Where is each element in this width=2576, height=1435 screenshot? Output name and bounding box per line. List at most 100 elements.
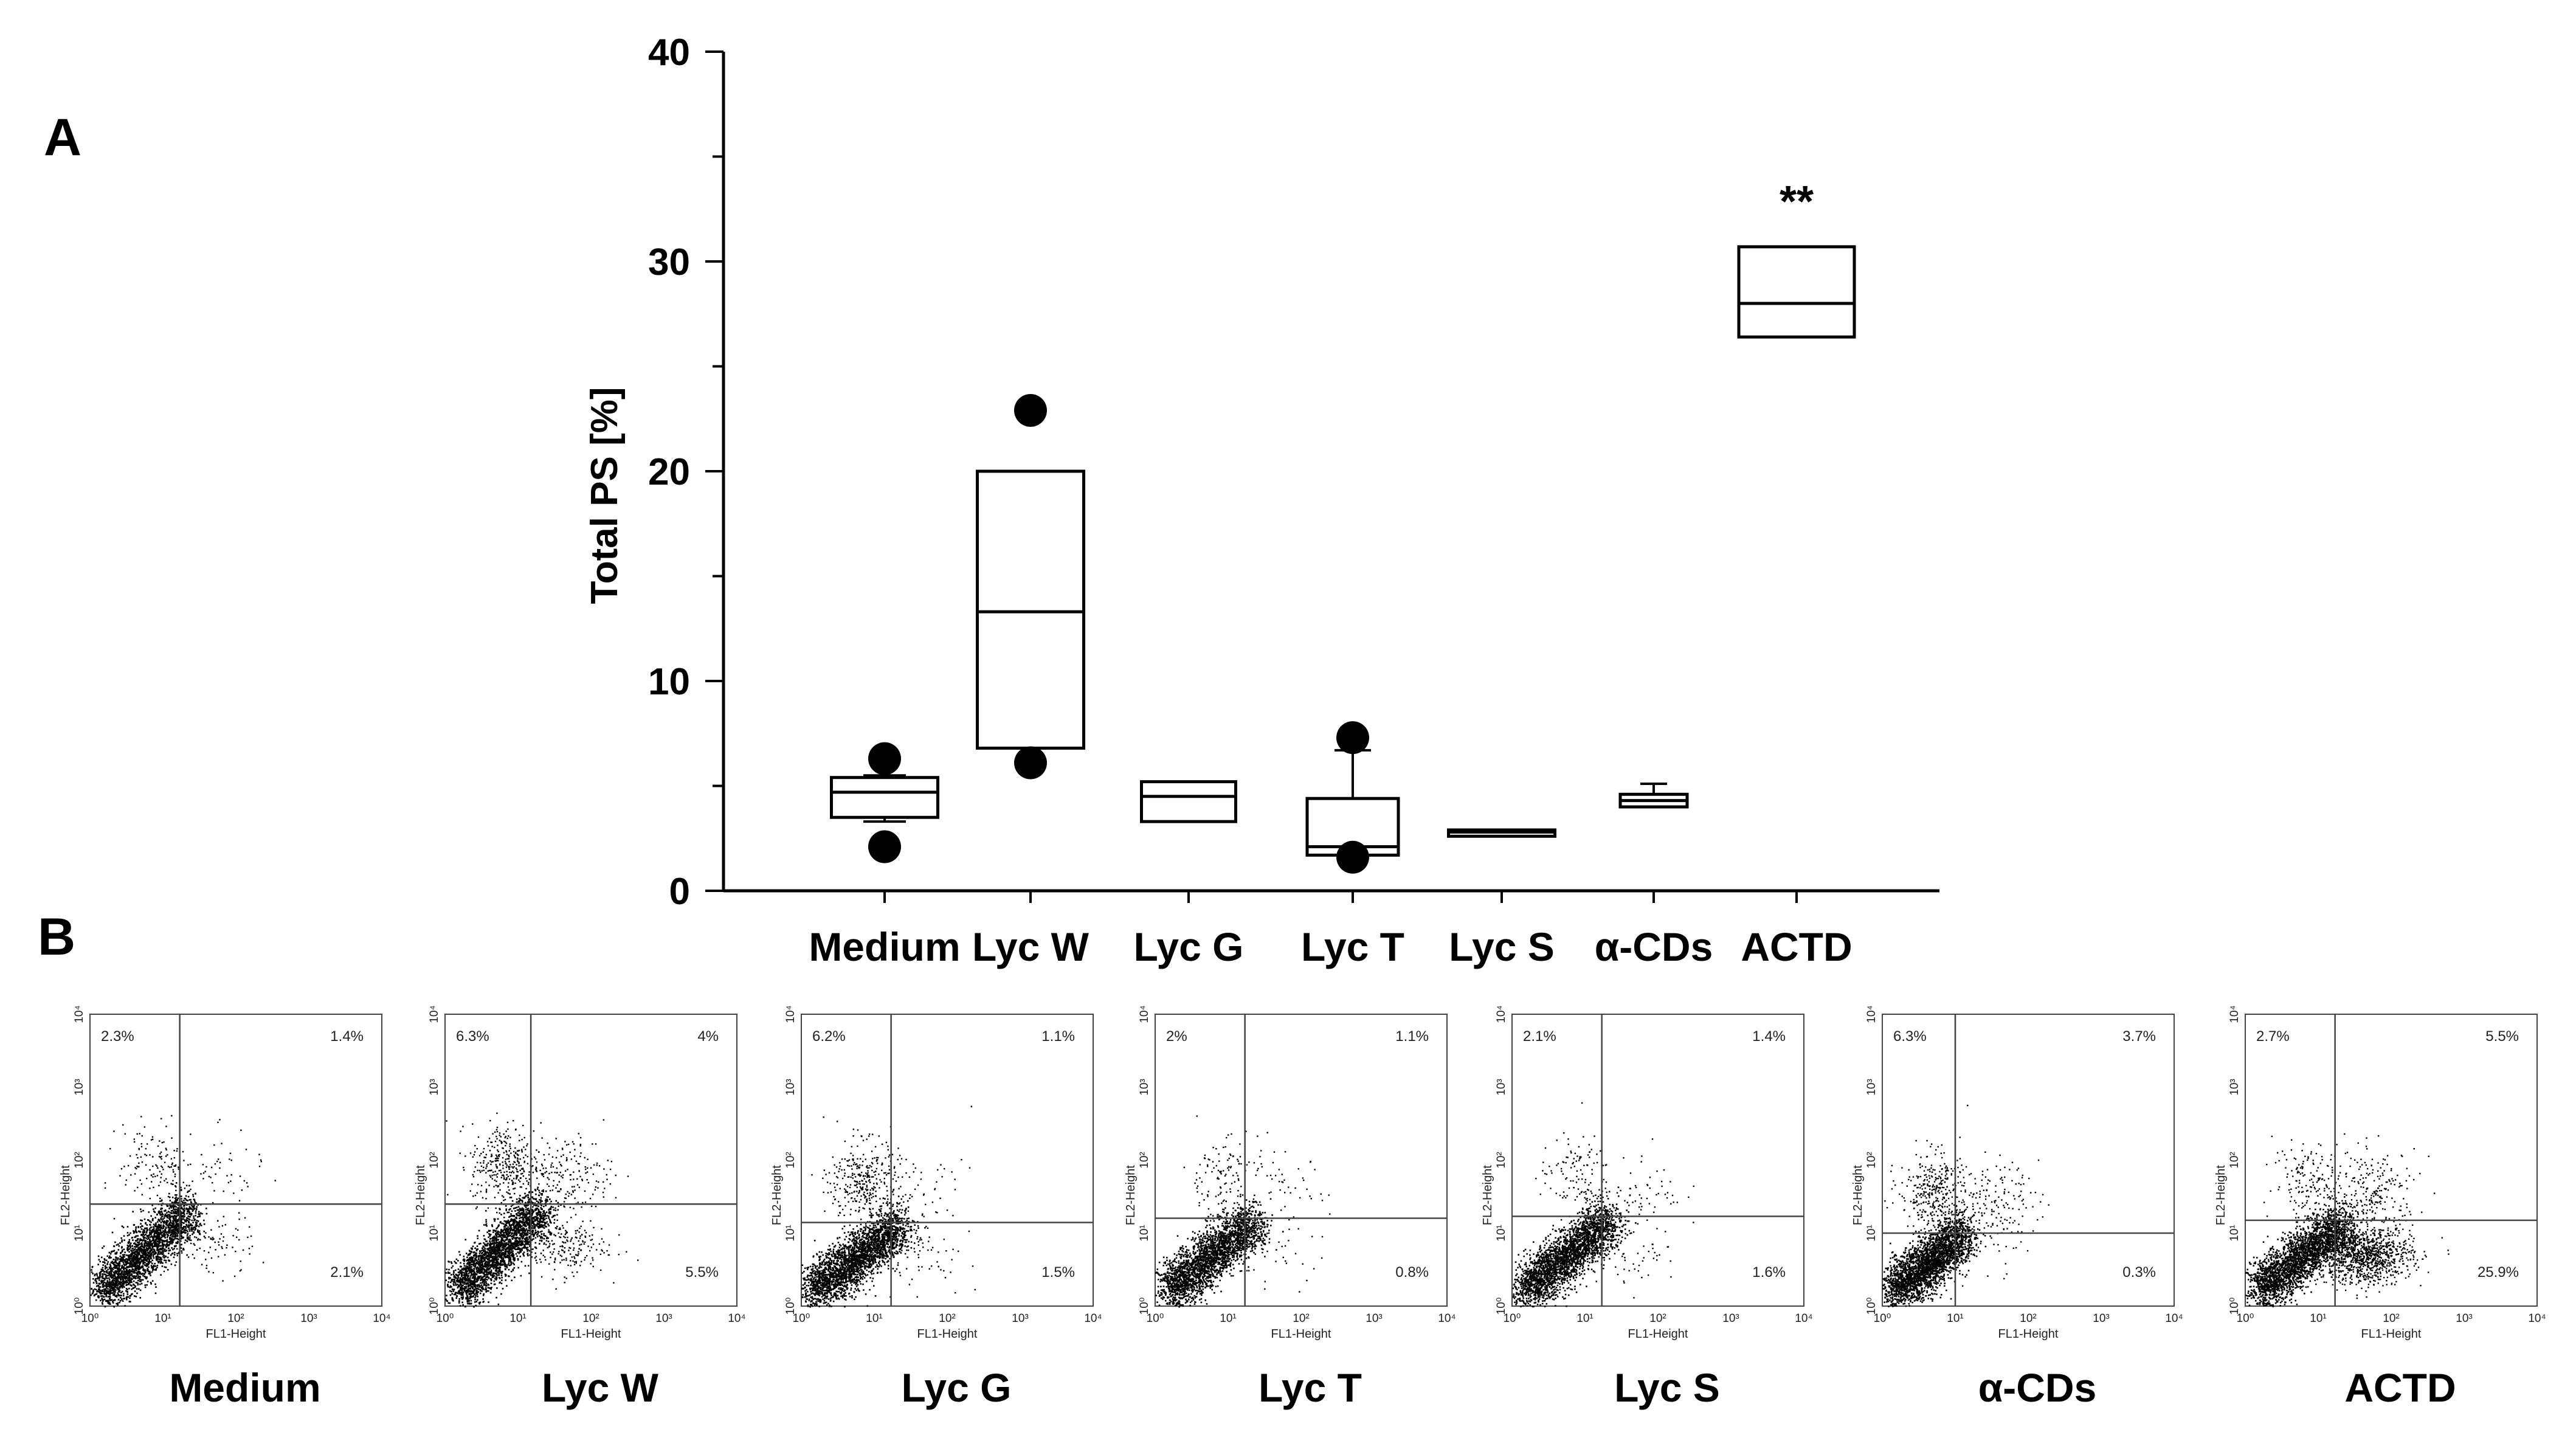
x-tick-label: 10¹ (154, 1312, 171, 1325)
y-tick-label: 10³ (2228, 1079, 2241, 1095)
x-tick-label: 10³ (300, 1312, 317, 1325)
y-tick-label: 10¹ (2228, 1225, 2241, 1241)
event-dots (801, 1105, 976, 1308)
box-6 (1618, 783, 1689, 809)
x-category-label: Lyc T (1301, 924, 1404, 969)
quadrant-upper-left-pct: 6.3% (1893, 1028, 1927, 1045)
y-tick-label: 10³ (1865, 1079, 1878, 1095)
plot-label: Lyc W (542, 1365, 659, 1410)
x-tick-label: 10³ (1722, 1312, 1739, 1325)
x-tick-label: 10³ (655, 1312, 672, 1325)
x-tick-label: 10⁴ (2165, 1312, 2183, 1325)
x-tick-label: 10² (1649, 1312, 1666, 1325)
y-tick-label: 10⁰ (428, 1298, 441, 1315)
x-tick-label: 10⁰ (2237, 1312, 2254, 1325)
y-tick-label: 0 (669, 871, 690, 913)
y-tick-label: 10⁰ (1865, 1298, 1878, 1315)
box-4 (1305, 721, 1400, 874)
x-tick-label: 10² (1293, 1312, 1309, 1325)
quadrant-upper-right-pct: 1.4% (1752, 1028, 1786, 1045)
y-tick-label: 10⁰ (1495, 1298, 1508, 1315)
y-tick-label: 10⁴ (73, 1005, 86, 1023)
x-tick-label: 10³ (2456, 1312, 2472, 1325)
quadrant-upper-left-pct: 6.3% (456, 1028, 489, 1045)
x-axis-label: FL1-Height (561, 1327, 621, 1341)
y-tick-label: 10⁰ (73, 1298, 86, 1315)
x-tick-label: 10¹ (1947, 1312, 1963, 1325)
x-tick-label: 10⁴ (373, 1312, 390, 1325)
quadrant-upper-left-pct: 2.7% (2256, 1028, 2290, 1045)
plot-frame (2245, 1014, 2538, 1307)
x-tick-label: 10³ (1012, 1312, 1028, 1325)
quadrant-upper-right-pct: 4% (697, 1028, 719, 1045)
quadrant-upper-left-pct: 2% (1166, 1028, 1187, 1045)
y-tick-label: 10⁴ (1495, 1005, 1508, 1023)
quadrant-lower-right-pct: 0.3% (2122, 1264, 2156, 1281)
plot-frame (1155, 1014, 1448, 1307)
x-tick-label: 10³ (2093, 1312, 2109, 1325)
y-tick-label: 10³ (73, 1079, 86, 1095)
box-3 (1140, 780, 1237, 823)
x-tick-label: 10⁰ (437, 1312, 454, 1325)
y-tick-label: 10² (73, 1152, 86, 1168)
quadrant-lower-right-pct: 0.8% (1395, 1264, 1429, 1281)
x-tick-label: 10² (2383, 1312, 2399, 1325)
x-category-label: Lyc G (1134, 924, 1244, 969)
x-tick-label: 10⁴ (1438, 1312, 1455, 1325)
y-tick-label: 30 (648, 241, 690, 283)
x-tick-label: 10⁰ (1874, 1312, 1891, 1325)
x-tick-label: 10⁴ (2528, 1312, 2546, 1325)
y-axis-label: FL2-Height (414, 1165, 427, 1225)
y-tick-label: 10⁴ (2228, 1005, 2241, 1023)
plot-frame (89, 1014, 382, 1307)
x-tick-label: 10¹ (2310, 1312, 2326, 1325)
y-tick-label: 10⁴ (428, 1005, 441, 1023)
significance-marker: ** (1780, 178, 1814, 226)
quadrant-upper-left-pct: 6.2% (812, 1028, 846, 1045)
quadrant-lower-right-pct: 1.5% (1041, 1264, 1075, 1281)
x-axis-label: FL1-Height (206, 1327, 266, 1341)
y-tick-label: 10² (2228, 1152, 2241, 1168)
box-5 (1447, 828, 1556, 838)
event-dots (1882, 1104, 2049, 1307)
x-tick-label: 10⁰ (1147, 1312, 1164, 1325)
outlier-point (868, 830, 901, 863)
y-tick-label: 10² (1495, 1152, 1508, 1168)
plot-label: Lyc S (1614, 1365, 1720, 1410)
x-tick-label: 10⁴ (1795, 1312, 1812, 1325)
x-axis-label: FL1-Height (917, 1327, 978, 1341)
quadrant-upper-right-pct: 1.4% (330, 1028, 364, 1045)
y-axis-label: FL2-Height (1851, 1165, 1865, 1225)
y-tick-label: 10¹ (1865, 1225, 1878, 1241)
x-tick-label: 10² (2020, 1312, 2036, 1325)
y-tick-label: 10¹ (784, 1225, 797, 1241)
outlier-point (1336, 721, 1369, 755)
quadrant-upper-right-pct: 1.1% (1395, 1028, 1429, 1045)
y-tick-label: 10² (428, 1152, 441, 1168)
quadrant-upper-right-pct: 3.7% (2122, 1028, 2156, 1045)
x-axis-label: FL1-Height (1271, 1327, 1331, 1341)
quadrant-lower-right-pct: 2.1% (330, 1264, 364, 1281)
quadrant-upper-right-pct: 1.1% (1041, 1028, 1075, 1045)
plot-label: Medium (169, 1365, 320, 1410)
y-tick-label: 10³ (1495, 1079, 1508, 1095)
box-iqr (976, 469, 1085, 750)
x-tick-label: 10⁰ (793, 1312, 810, 1325)
plot-label: α-CDs (1978, 1365, 2097, 1410)
box-7: ** (1737, 178, 1856, 339)
y-axis-label: FL2-Height (59, 1165, 72, 1225)
outlier-point (1014, 393, 1047, 427)
y-tick-label: 10⁴ (1865, 1005, 1878, 1023)
panel-a-letter: A (44, 108, 81, 167)
box-iqr (830, 776, 939, 819)
x-axis-label: FL1-Height (1998, 1327, 2059, 1341)
x-tick-label: 10⁰ (1504, 1312, 1521, 1325)
quadrant-lower-right-pct: 25.9% (2478, 1264, 2519, 1281)
x-category-label: Lyc W (972, 924, 1089, 969)
boxplot-chart: 0 10 20 30 40 Total PS [%] Medium Lyc W Lyc G Lyc… (584, 32, 1939, 969)
